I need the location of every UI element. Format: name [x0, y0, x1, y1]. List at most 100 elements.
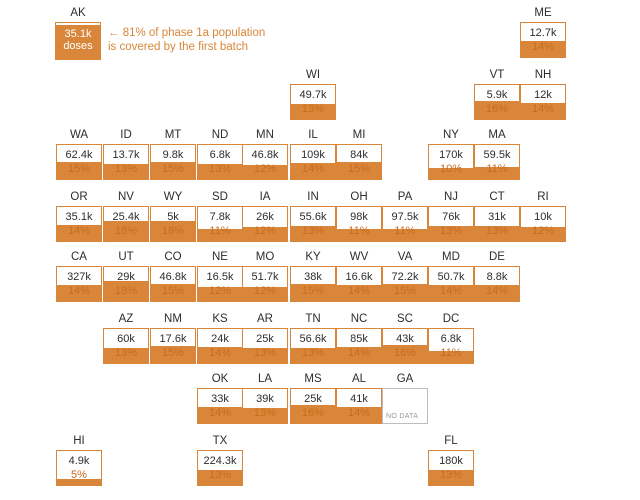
coverage-bar: [337, 229, 381, 241]
coverage-bar: [291, 284, 335, 301]
state-pct: 5%: [71, 469, 87, 481]
state-cell-mo: MO 51.7k 12%: [242, 250, 288, 302]
state-abbr: MO: [255, 251, 275, 263]
state-doses: 12k: [534, 89, 552, 101]
state-abbr: NV: [118, 191, 134, 203]
state-doses: 17.6k: [159, 333, 187, 345]
state-doses: 72.2k: [391, 271, 419, 283]
state-doses: 56.6k: [299, 333, 327, 345]
state-doses: 55.6k: [299, 211, 327, 223]
coverage-bar: [337, 285, 381, 301]
state-doses: 76k: [442, 211, 460, 223]
state-pct: 12%: [531, 225, 555, 237]
state-cell-de: DE 8.8k 14%: [474, 250, 520, 302]
coverage-bar: [198, 287, 242, 301]
coverage-bar: [198, 164, 242, 179]
state-box: 8.8k 14%: [474, 266, 520, 302]
coverage-bar: [151, 221, 195, 241]
coverage-bar: [429, 285, 473, 301]
state-cell-id: ID 13.7k 13%: [103, 128, 149, 180]
state-pct: 13%: [114, 163, 138, 175]
state-doses: 59.5k: [483, 149, 511, 161]
state-box: 6.8k 11%: [428, 328, 474, 364]
state-cell-ks: KS 24k 14%: [197, 312, 243, 364]
state-box: 109k 14%: [290, 144, 336, 180]
state-doses: 109k: [301, 149, 325, 161]
state-abbr: TX: [212, 435, 228, 447]
state-box: 85k 14%: [336, 328, 382, 364]
state-abbr: PA: [397, 191, 413, 203]
coverage-bar: [104, 221, 148, 241]
state-cell-al: AL 41k 14%: [336, 372, 382, 424]
state-abbr: MT: [164, 129, 182, 141]
state-box: 59.5k 11%: [474, 144, 520, 180]
state-abbr: IL: [308, 129, 318, 141]
state-pct: 13%: [439, 469, 463, 481]
no-data-label: NO DATA: [386, 413, 419, 420]
state-cell-ok: OK 33k 14%: [197, 372, 243, 424]
state-pct: 12%: [253, 163, 277, 175]
coverage-bar: [57, 225, 101, 241]
state-cell-ny: NY 170k 10%: [428, 128, 474, 180]
state-doses: 84k: [350, 149, 368, 161]
coverage-bar: [243, 165, 287, 179]
state-doses: 98k: [350, 211, 368, 223]
state-box: 49.7k 13%: [290, 84, 336, 120]
state-abbr: WA: [69, 129, 89, 141]
state-box: 31k 13%: [474, 206, 520, 242]
state-box: 10k 12%: [520, 206, 566, 242]
state-abbr: MN: [256, 129, 274, 141]
coverage-bar: [243, 408, 287, 423]
state-pct: 14%: [485, 285, 509, 297]
state-abbr: WI: [305, 69, 321, 81]
coverage-bar: [243, 348, 287, 363]
state-box: 12.7k 14%: [520, 22, 566, 58]
coverage-bar: [243, 227, 287, 241]
coverage-bar: [151, 162, 195, 179]
state-pct: 11%: [440, 347, 462, 359]
state-box: 224.3k 13%: [197, 450, 243, 486]
state-pct: 10%: [439, 163, 463, 175]
state-abbr: AR: [257, 313, 273, 325]
state-pct: 12%: [253, 285, 277, 297]
state-box: 72.2k 15%: [382, 266, 428, 302]
state-doses: 25k: [304, 393, 322, 405]
legend-doses-word: doses: [63, 40, 93, 52]
state-box: 35.1k 14%: [56, 206, 102, 242]
coverage-bar: [104, 348, 148, 363]
state-abbr: FL: [444, 435, 458, 447]
state-abbr: DC: [442, 313, 460, 325]
state-box: 5k 18%: [150, 206, 196, 242]
state-box: 56.6k 13%: [290, 328, 336, 364]
state-cell-nc: NC 85k 14%: [336, 312, 382, 364]
state-doses: 43k: [396, 333, 414, 345]
coverage-bar: [383, 229, 427, 241]
state-pct: 14%: [67, 225, 91, 237]
state-pct: 13%: [253, 347, 277, 359]
coverage-bar: [291, 226, 335, 241]
state-pct: 14%: [67, 285, 91, 297]
state-box: 7.8k 11%: [197, 206, 243, 242]
state-pct: 15%: [301, 285, 325, 297]
state-abbr: VT: [489, 69, 505, 81]
state-abbr: NY: [443, 129, 459, 141]
state-abbr: NE: [212, 251, 228, 263]
state-cell-ca: CA 327k 14%: [56, 250, 102, 302]
state-cell-nd: ND 6.8k 13%: [197, 128, 243, 180]
state-cell-oh: OH 98k 11%: [336, 190, 382, 242]
state-box: 16.5k 12%: [197, 266, 243, 302]
state-cell-nj: NJ 76k 13%: [428, 190, 474, 242]
state-cell-mi: MI 84k 15%: [336, 128, 382, 180]
coverage-bar: [383, 284, 427, 301]
coverage-bar: [475, 285, 519, 301]
state-box: 60k 13%: [103, 328, 149, 364]
state-box: 12k 14%: [520, 84, 566, 120]
state-pct: 13%: [485, 225, 509, 237]
state-abbr: IA: [259, 191, 271, 203]
coverage-bar: [291, 348, 335, 363]
state-abbr: KY: [305, 251, 321, 263]
legend-doses: 35.1k: [64, 28, 92, 40]
state-abbr: WY: [163, 191, 183, 203]
state-box: 46.8k 12%: [242, 144, 288, 180]
state-doses: 9.8k: [162, 149, 184, 161]
